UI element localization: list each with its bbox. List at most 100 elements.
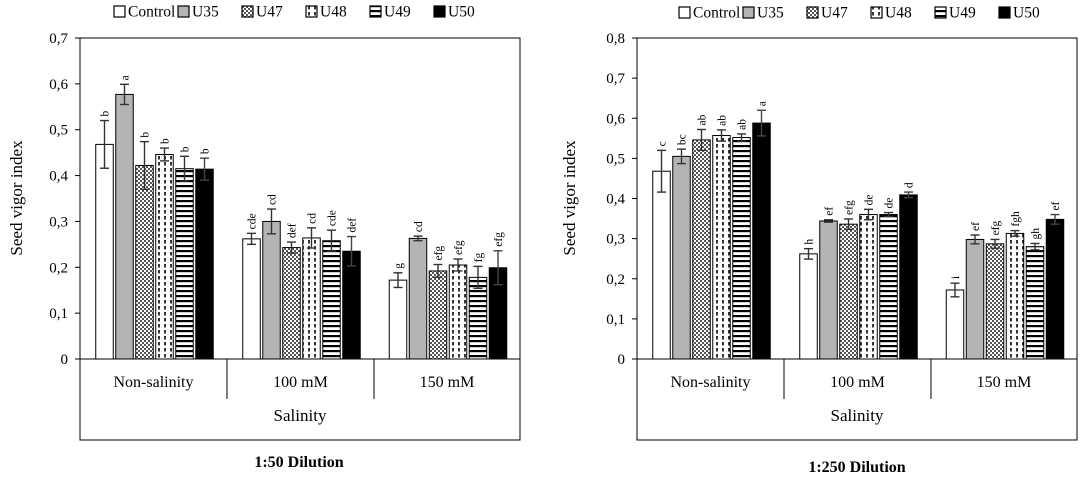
legend-label-control: Control xyxy=(693,5,740,22)
y-tick-label: 0,5 xyxy=(49,123,68,139)
bar-u48-150-mm xyxy=(448,264,468,360)
category-label-non-salinity: Non-salinity xyxy=(114,374,194,391)
y-tick-label: 0,3 xyxy=(606,232,625,248)
bar-u35-non-salinity xyxy=(672,155,691,360)
legend: Control U35 U47 U48 U49 U50 xyxy=(678,5,1040,22)
bar-u50-150-mm xyxy=(1045,218,1065,360)
significance-letter: efg xyxy=(844,200,856,215)
significance-letter: ef xyxy=(1050,201,1062,210)
significance-letter: ab xyxy=(717,115,729,126)
significance-letter: cd xyxy=(307,213,319,224)
significance-letter: ab xyxy=(737,119,749,130)
bar-u35-100-mm xyxy=(262,220,281,360)
bar-control-150-mm xyxy=(945,289,965,360)
bar-u48-150-mm xyxy=(1005,232,1025,360)
bar-u49-150-mm xyxy=(468,276,488,360)
significance-letter: gh xyxy=(1030,228,1042,240)
significance-letter: a xyxy=(120,75,132,80)
bar-u50-non-salinity xyxy=(195,168,214,360)
bar-u47-150-mm xyxy=(428,270,448,360)
significance-letter: d xyxy=(904,182,916,188)
legend-label-u48: U48 xyxy=(320,4,347,21)
y-tick-label: 0,4 xyxy=(49,169,68,185)
legend-swatch-u35 xyxy=(177,5,190,18)
significance-letter: i xyxy=(950,276,962,279)
bar-u35-150-mm xyxy=(965,238,985,360)
legend-swatch-u49 xyxy=(934,6,947,19)
legend-label-u48: U48 xyxy=(885,5,912,22)
bar-control-150-mm xyxy=(388,279,408,360)
legend-swatch-u48 xyxy=(305,5,318,18)
category-label-100-mm: 100 mM xyxy=(273,374,328,391)
y-tick-label: 0 xyxy=(61,352,69,368)
significance-letter: h xyxy=(804,239,816,245)
legend-label-u35: U35 xyxy=(757,5,784,22)
bar-control-100-mm xyxy=(799,253,818,360)
y-tick-label: 0,7 xyxy=(606,71,625,87)
significance-letter: b xyxy=(140,132,152,138)
bar-u47-100-mm xyxy=(282,247,301,360)
y-tick-label: 0,6 xyxy=(606,111,625,127)
plot-frame xyxy=(79,37,521,441)
chart-panel-1-250: Control U35 U47 U48 U49 U50 0 0,1 0,2 0,3 0,4 0,5 0… xyxy=(560,5,1078,476)
legend-swatch-u35 xyxy=(742,6,755,19)
legend: Control U35 U47 U48 U49 U50 xyxy=(113,4,475,21)
bar-u47-non-salinity xyxy=(135,164,154,360)
chart-panel-1-50: Control U35 U47 U48 U49 U50 00,10,20,30,40,50… xyxy=(7,4,521,471)
y-tick-label: 0,7 xyxy=(49,31,68,47)
legend-swatch-control xyxy=(113,5,126,18)
y-tick-label: 0,1 xyxy=(606,312,625,328)
x-axis-label: Salinity xyxy=(831,406,884,425)
y-tick-label: 0,6 xyxy=(49,77,68,93)
legend-swatch-u47 xyxy=(241,5,254,18)
legend-swatch-u47 xyxy=(806,6,819,19)
legend-swatch-control xyxy=(678,6,691,19)
significance-letter: c xyxy=(657,141,669,146)
y-tick-label: 0,5 xyxy=(606,151,625,167)
significance-letter: b xyxy=(200,148,212,154)
bar-u49-150-mm xyxy=(1025,246,1045,360)
significance-letter: efg xyxy=(990,220,1002,235)
bar-u50-100-mm xyxy=(899,194,918,360)
bar-u35-non-salinity xyxy=(115,93,134,360)
y-tick-label: 0,2 xyxy=(606,272,625,288)
significance-letter: bc xyxy=(677,134,689,145)
y-axis: 0 0,1 0,2 0,3 0,4 0,5 0,6 0,7 0,8 xyxy=(606,31,637,368)
significance-letter: ef xyxy=(824,207,836,216)
y-tick-label: 0,3 xyxy=(49,214,68,230)
legend-label-u47: U47 xyxy=(821,5,848,22)
bar-u48-non-salinity xyxy=(712,135,731,360)
significance-letter: efg xyxy=(433,246,445,261)
bar-u47-non-salinity xyxy=(692,139,711,360)
y-axis-label: Seed vigor index xyxy=(7,140,26,256)
category-axis: Non-salinity 100 mM 150 mM xyxy=(671,359,1031,399)
significance-letter: cd xyxy=(267,194,279,205)
significance-letter: b xyxy=(100,111,112,117)
category-axis: Non-salinity 100 mM 150 mM xyxy=(114,359,474,399)
significance-letter: de xyxy=(884,198,896,209)
significance-letter: fgh xyxy=(1010,211,1022,227)
significance-letter: efg xyxy=(453,240,465,255)
bar-u49-non-salinity xyxy=(732,137,751,360)
legend-label-u50: U50 xyxy=(448,4,475,21)
significance-letter: cd xyxy=(413,221,425,232)
bar-u48-100-mm xyxy=(859,214,878,360)
bar-u47-100-mm xyxy=(839,223,858,360)
significance-letter: b xyxy=(160,138,172,144)
legend-label-u50: U50 xyxy=(1013,5,1040,22)
y-tick-label: 0 xyxy=(618,352,626,368)
y-tick-label: 0,1 xyxy=(49,306,68,322)
legend-swatch-u50 xyxy=(998,6,1011,19)
y-axis-label: Seed vigor index xyxy=(560,140,579,256)
significance-letter: b xyxy=(180,146,192,152)
bar-u49-100-mm xyxy=(879,214,898,360)
significance-letter: g xyxy=(393,263,405,269)
bar-u49-non-salinity xyxy=(175,168,194,360)
legend-label-u49: U49 xyxy=(949,5,976,22)
y-tick-label: 0,4 xyxy=(606,192,625,208)
legend-label-u35: U35 xyxy=(192,4,219,21)
bar-control-non-salinity xyxy=(652,170,671,360)
